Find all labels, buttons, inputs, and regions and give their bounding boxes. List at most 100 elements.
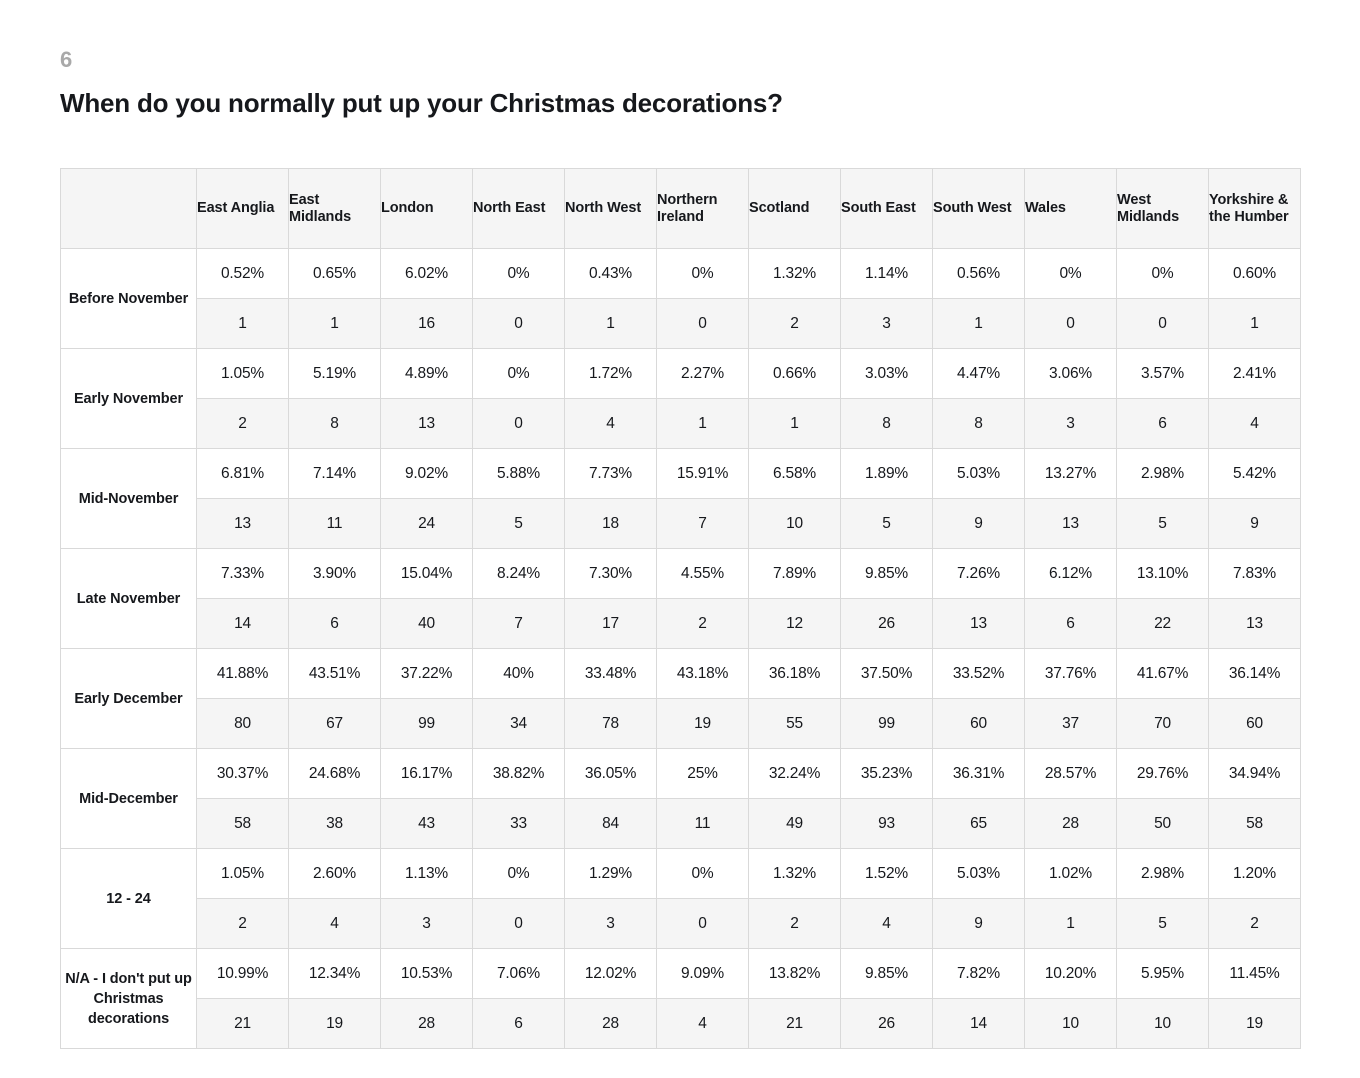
cell-percent: 15.04% bbox=[380, 548, 473, 599]
cell-percent: 37.22% bbox=[380, 648, 473, 699]
table-body: Before November 0.52% 0.65% 6.02% 0% 0.4… bbox=[60, 248, 1301, 1049]
table-row: N/A - I don't put up Christmas decoratio… bbox=[60, 948, 1301, 1049]
cell-percent: 6.02% bbox=[380, 248, 473, 299]
cell-percent: 5.03% bbox=[932, 448, 1025, 499]
cell-percent: 11.45% bbox=[1208, 948, 1301, 999]
cell-count: 9 bbox=[932, 498, 1025, 549]
cell-count: 8 bbox=[840, 398, 933, 449]
column-header-london: London bbox=[380, 168, 473, 249]
cell-count: 38 bbox=[288, 798, 381, 849]
column-header-west-midlands: West Midlands bbox=[1116, 168, 1209, 249]
cell-count: 5 bbox=[840, 498, 933, 549]
table-corner-cell bbox=[60, 168, 197, 249]
cell-count: 13 bbox=[380, 398, 473, 449]
column-header-yorkshire-humber: Yorkshire & the Humber bbox=[1208, 168, 1301, 249]
survey-table: East Anglia East Midlands London North E… bbox=[60, 168, 1301, 1049]
cell-count: 1 bbox=[1024, 898, 1117, 949]
cell-percent: 34.94% bbox=[1208, 748, 1301, 799]
cell-count: 21 bbox=[196, 998, 289, 1049]
cell-count: 0 bbox=[472, 298, 565, 349]
cell-count: 6 bbox=[1116, 398, 1209, 449]
cell-count: 6 bbox=[472, 998, 565, 1049]
cell-percent: 12.02% bbox=[564, 948, 657, 999]
column-header-south-west: South West bbox=[932, 168, 1025, 249]
cell-count: 8 bbox=[288, 398, 381, 449]
cell-count: 14 bbox=[932, 998, 1025, 1049]
cell-percent: 9.02% bbox=[380, 448, 473, 499]
cell-count: 4 bbox=[288, 898, 381, 949]
cell-percent: 10.20% bbox=[1024, 948, 1117, 999]
row-label-early-december: Early December bbox=[60, 648, 197, 749]
cell-percent: 1.05% bbox=[196, 848, 289, 899]
cell-count: 50 bbox=[1116, 798, 1209, 849]
cell-percent: 16.17% bbox=[380, 748, 473, 799]
cell-count: 5 bbox=[472, 498, 565, 549]
cell-percent: 4.89% bbox=[380, 348, 473, 399]
cell-count: 60 bbox=[932, 698, 1025, 749]
cell-percent: 2.98% bbox=[1116, 448, 1209, 499]
cell-count: 99 bbox=[380, 698, 473, 749]
row-label-late-november: Late November bbox=[60, 548, 197, 649]
cell-percent: 32.24% bbox=[748, 748, 841, 799]
cell-percent: 0% bbox=[472, 348, 565, 399]
cell-percent: 43.18% bbox=[656, 648, 749, 699]
cell-count: 19 bbox=[1208, 998, 1301, 1049]
cell-count: 9 bbox=[932, 898, 1025, 949]
cell-percent: 1.89% bbox=[840, 448, 933, 499]
cell-count: 10 bbox=[1116, 998, 1209, 1049]
cell-percent: 0% bbox=[1116, 248, 1209, 299]
table-row: 2 4 3 0 3 0 2 4 9 1 5 2 bbox=[61, 898, 1301, 949]
cell-percent: 7.83% bbox=[1208, 548, 1301, 599]
cell-percent: 1.29% bbox=[564, 848, 657, 899]
cell-count: 34 bbox=[472, 698, 565, 749]
cell-percent: 33.52% bbox=[932, 648, 1025, 699]
cell-percent: 5.19% bbox=[288, 348, 381, 399]
cell-percent: 38.82% bbox=[472, 748, 565, 799]
cell-percent: 0.52% bbox=[196, 248, 289, 299]
table-row: 80 67 99 34 78 19 55 99 60 37 70 60 bbox=[61, 698, 1301, 749]
cell-percent: 13.10% bbox=[1116, 548, 1209, 599]
column-header-north-west: North West bbox=[564, 168, 657, 249]
cell-count: 18 bbox=[564, 498, 657, 549]
cell-count: 17 bbox=[564, 598, 657, 649]
cell-count: 3 bbox=[1024, 398, 1117, 449]
cell-count: 3 bbox=[380, 898, 473, 949]
cell-percent: 41.88% bbox=[196, 648, 289, 699]
table-row: 12 - 24 1.05% 2.60% 1.13% 0% 1.29% 0% 1.… bbox=[60, 848, 1301, 949]
page-title: When do you normally put up your Christm… bbox=[60, 88, 783, 118]
cell-count: 4 bbox=[564, 398, 657, 449]
cell-count: 0 bbox=[1024, 298, 1117, 349]
cell-percent: 5.88% bbox=[472, 448, 565, 499]
cell-percent: 7.89% bbox=[748, 548, 841, 599]
column-header-south-east: South East bbox=[840, 168, 933, 249]
row-label-mid-november: Mid-November bbox=[60, 448, 197, 549]
cell-count: 4 bbox=[840, 898, 933, 949]
cell-count: 84 bbox=[564, 798, 657, 849]
cell-count: 2 bbox=[748, 898, 841, 949]
cell-count: 43 bbox=[380, 798, 473, 849]
cell-percent: 36.14% bbox=[1208, 648, 1301, 699]
cell-count: 13 bbox=[196, 498, 289, 549]
cell-percent: 9.09% bbox=[656, 948, 749, 999]
cell-count: 28 bbox=[1024, 798, 1117, 849]
table-row: 1 1 16 0 1 0 2 3 1 0 0 1 bbox=[61, 298, 1301, 349]
cell-count: 7 bbox=[472, 598, 565, 649]
cell-count: 3 bbox=[564, 898, 657, 949]
cell-percent: 33.48% bbox=[564, 648, 657, 699]
row-label-mid-december: Mid-December bbox=[60, 748, 197, 849]
cell-count: 99 bbox=[840, 698, 933, 749]
cell-percent: 2.98% bbox=[1116, 848, 1209, 899]
table-row: Late November 7.33% 3.90% 15.04% 8.24% 7… bbox=[60, 548, 1301, 649]
cell-count: 13 bbox=[1024, 498, 1117, 549]
cell-percent: 0% bbox=[656, 848, 749, 899]
cell-percent: 12.34% bbox=[288, 948, 381, 999]
cell-count: 80 bbox=[196, 698, 289, 749]
cell-percent: 3.90% bbox=[288, 548, 381, 599]
cell-count: 67 bbox=[288, 698, 381, 749]
cell-count: 60 bbox=[1208, 698, 1301, 749]
cell-count: 19 bbox=[288, 998, 381, 1049]
cell-count: 10 bbox=[748, 498, 841, 549]
cell-count: 70 bbox=[1116, 698, 1209, 749]
cell-count: 5 bbox=[1116, 898, 1209, 949]
cell-count: 22 bbox=[1116, 598, 1209, 649]
